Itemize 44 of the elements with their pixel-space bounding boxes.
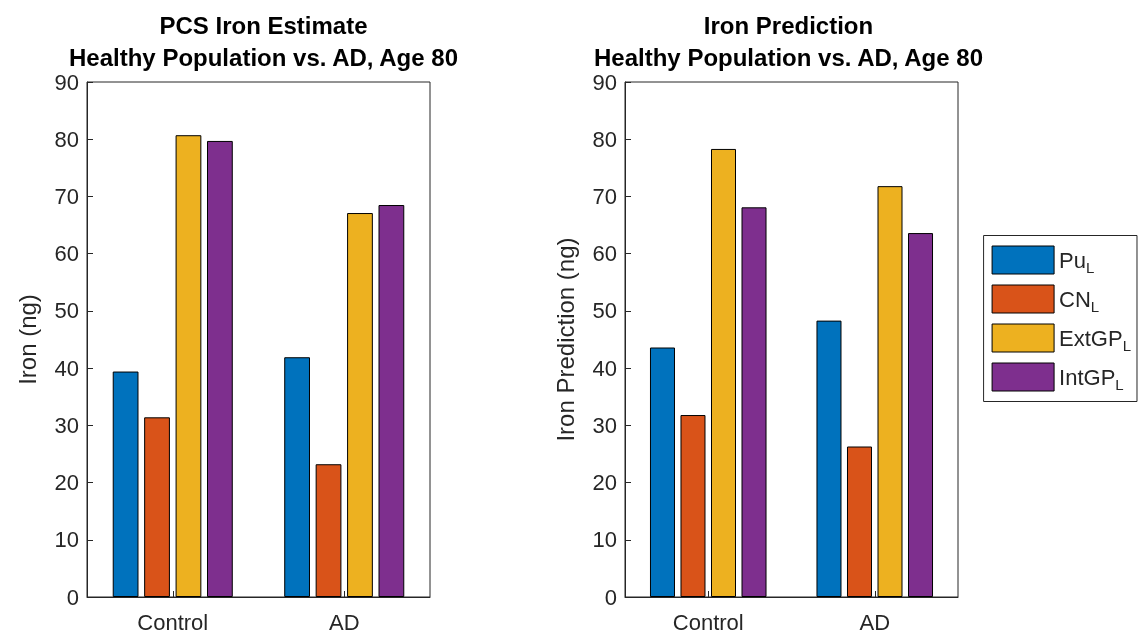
bar: [846, 446, 872, 597]
bar: [877, 186, 903, 597]
bar: [112, 371, 139, 597]
y-tick-label: 40: [54, 355, 79, 381]
x-tick-label: Control: [672, 609, 744, 635]
x-tick-label: AD: [328, 609, 360, 635]
y-tick-label: 10: [592, 527, 617, 553]
bar: [378, 205, 405, 597]
bar: [908, 233, 934, 597]
y-tick-label: 80: [592, 126, 617, 152]
x-tick-label: AD: [859, 609, 891, 635]
y-tick-label: 20: [54, 470, 79, 496]
y-tick-label: 30: [54, 412, 79, 438]
bar: [284, 357, 310, 597]
chart-title: PCS Iron Estimate Healthy Population vs. AD, Age 80: [69, 11, 458, 71]
y-tick-label: 20: [592, 470, 617, 496]
y-tick-label: 0: [66, 584, 79, 610]
y-tick-label: 10: [54, 527, 79, 553]
bar: [816, 320, 842, 597]
bar: [649, 347, 675, 597]
bar: [207, 140, 233, 597]
bar: [741, 207, 767, 597]
y-tick-label: 50: [592, 298, 617, 324]
bar: [315, 464, 342, 597]
bar: [144, 417, 170, 597]
chart-title: Iron Prediction Healthy Population vs. AD, Age 80: [594, 11, 983, 71]
x-tick-label: Control: [137, 609, 209, 635]
y-tick-label: 0: [604, 584, 617, 610]
bar: [680, 415, 706, 597]
y-axis-title: Iron Prediction (ng): [551, 237, 579, 442]
y-tick-label: 30: [592, 412, 617, 438]
y-tick-label: 90: [592, 69, 617, 95]
y-tick-label: 70: [592, 183, 617, 209]
bar: [711, 148, 737, 597]
y-tick-label: 60: [592, 241, 617, 267]
y-tick-label: 70: [54, 183, 79, 209]
bar: [175, 135, 202, 597]
y-axis-title: Iron (ng): [13, 294, 41, 385]
y-tick-label: 60: [54, 241, 79, 267]
y-tick-label: 90: [54, 69, 79, 95]
y-tick-label: 50: [54, 298, 79, 324]
y-tick-label: 80: [54, 126, 79, 152]
bar: [347, 213, 373, 597]
y-tick-label: 40: [592, 355, 617, 381]
